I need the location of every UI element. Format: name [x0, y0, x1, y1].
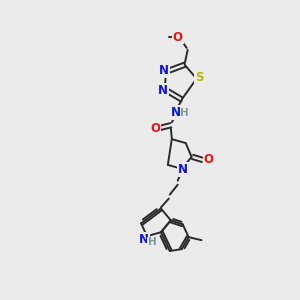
Text: N: N — [171, 106, 181, 119]
Text: O: O — [203, 153, 214, 167]
Text: H: H — [180, 108, 189, 118]
Text: N: N — [158, 84, 168, 97]
Text: N: N — [159, 64, 169, 77]
Text: S: S — [195, 71, 204, 84]
Text: O: O — [150, 122, 160, 135]
Text: H: H — [148, 237, 156, 247]
Text: N: N — [139, 233, 149, 246]
Text: O: O — [173, 31, 183, 44]
Text: N: N — [178, 163, 188, 176]
